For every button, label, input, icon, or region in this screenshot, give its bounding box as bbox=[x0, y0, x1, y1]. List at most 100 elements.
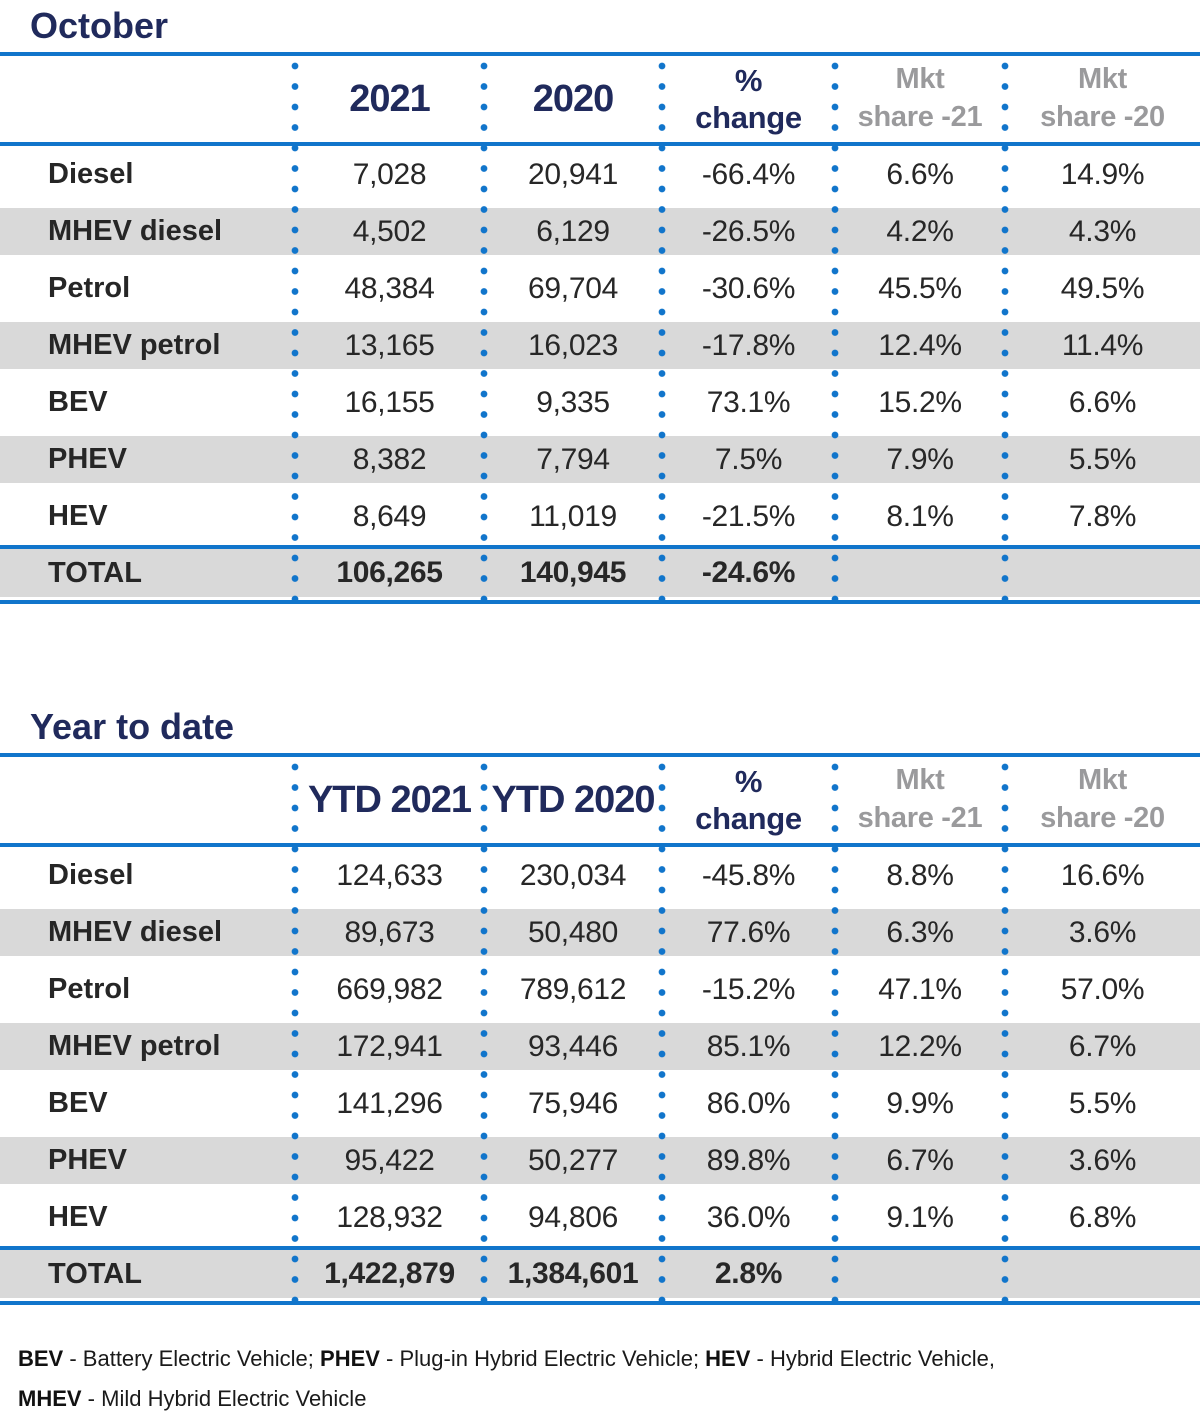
value-cell: 7.9% bbox=[886, 442, 954, 476]
column-header: YTD 2020 bbox=[491, 778, 655, 821]
total-value: 106,265 bbox=[336, 556, 443, 589]
row-label: Diesel bbox=[48, 859, 134, 891]
value-cell: 9.9% bbox=[886, 1086, 954, 1120]
column-header: YTD 2021 bbox=[307, 778, 472, 821]
value-cell: 230,034 bbox=[519, 858, 627, 892]
value-cell: 5.5% bbox=[1068, 442, 1137, 476]
row-label: MHEV petrol bbox=[48, 1030, 221, 1062]
table-row: BEV 141,296 75,946 86.0% 9.9% 5.5% bbox=[0, 1075, 1200, 1132]
value-cell: 7.5% bbox=[714, 442, 783, 476]
table-row: Petrol 669,982 789,612 -15.2% 47.1% 57.0% bbox=[0, 961, 1200, 1018]
total-value: 2.8% bbox=[714, 1257, 783, 1290]
value-cell: 89.8% bbox=[706, 1143, 791, 1177]
total-label: TOTAL bbox=[48, 556, 142, 589]
value-cell: 7,794 bbox=[536, 442, 610, 476]
value-cell: 7,028 bbox=[352, 157, 427, 191]
header-rule bbox=[0, 843, 1200, 847]
value-cell: 9.1% bbox=[886, 1200, 954, 1234]
value-cell: 12.2% bbox=[878, 1029, 962, 1063]
value-cell: -45.8% bbox=[701, 858, 796, 892]
table-title-ytd: Year to date bbox=[30, 706, 235, 747]
column-separator bbox=[291, 56, 299, 600]
value-cell: 8.8% bbox=[886, 858, 954, 892]
value-cell: 93,446 bbox=[528, 1029, 618, 1063]
value-cell: 89,673 bbox=[344, 915, 435, 949]
row-label: HEV bbox=[48, 1201, 108, 1233]
table-row: MHEV diesel 4,502 6,129 -26.5% 4.2% 4.3% bbox=[0, 203, 1200, 260]
total-value: 140,945 bbox=[519, 556, 627, 589]
value-cell: 13,165 bbox=[344, 328, 435, 362]
ytd-table: YTD 2021 YTD 2020 % change Mkt share -21 Mkt sh… bbox=[0, 753, 1200, 1305]
row-label: PHEV bbox=[48, 1144, 127, 1176]
value-cell: 6.7% bbox=[1068, 1029, 1137, 1063]
column-separator bbox=[1001, 757, 1009, 1301]
header-rule bbox=[0, 142, 1200, 146]
total-top-rule bbox=[0, 545, 1200, 549]
column-header: % change bbox=[695, 763, 802, 836]
value-cell: 16.6% bbox=[1060, 858, 1145, 892]
value-cell: 95,422 bbox=[344, 1143, 435, 1177]
value-cell: 50,277 bbox=[528, 1143, 618, 1177]
abbr-definition: - Plug-in Hybrid Electric Vehicle; bbox=[379, 1346, 706, 1371]
value-cell: 85.1% bbox=[706, 1029, 791, 1063]
abbr-term: MHEV bbox=[18, 1386, 82, 1412]
value-cell: 5.5% bbox=[1068, 1086, 1137, 1120]
table-title-october: October bbox=[30, 5, 169, 46]
table-body: Diesel 7,028 20,941 -66.4% 6.6% 14.9% MHEV die… bbox=[0, 146, 1200, 545]
column-separator bbox=[831, 56, 839, 600]
value-cell: 3.6% bbox=[1068, 1143, 1137, 1177]
abbr-term: HEV bbox=[705, 1346, 751, 1371]
value-cell: 4.3% bbox=[1068, 214, 1137, 248]
value-cell: 124,633 bbox=[336, 858, 443, 892]
header-row: YTD 2021 YTD 2020 % change Mkt share -21 Mkt sh… bbox=[0, 757, 1200, 843]
value-cell: 94,806 bbox=[528, 1200, 618, 1234]
row-label: MHEV diesel bbox=[48, 916, 223, 948]
value-cell: 48,384 bbox=[344, 271, 435, 305]
value-cell: 49.5% bbox=[1060, 271, 1145, 305]
column-header: Mkt share -20 bbox=[1040, 63, 1165, 133]
row-label: BEV bbox=[48, 1087, 108, 1119]
value-cell: 47.1% bbox=[878, 972, 962, 1006]
column-header: % change bbox=[695, 62, 802, 135]
table-row: MHEV petrol 172,941 93,446 85.1% 12.2% 6.7% bbox=[0, 1018, 1200, 1075]
abbr-definition: - Mild Hybrid Electric Vehicle bbox=[81, 1386, 367, 1412]
column-header: 2020 bbox=[532, 77, 615, 120]
column-separator bbox=[1001, 56, 1009, 600]
value-cell: 6.8% bbox=[1068, 1200, 1137, 1234]
table-row: PHEV 95,422 50,277 89.8% 6.7% 3.6% bbox=[0, 1132, 1200, 1189]
value-cell: 11.4% bbox=[1061, 328, 1144, 362]
value-cell: 669,982 bbox=[336, 972, 443, 1006]
value-cell: 8.1% bbox=[886, 499, 954, 533]
value-cell: 50,480 bbox=[528, 915, 618, 949]
abbr-term: PHEV bbox=[320, 1346, 380, 1371]
year-to-date-section: Year to date YTD 2021 YTD 2020 % change Mkt s… bbox=[0, 604, 1200, 1305]
value-cell: 16,023 bbox=[528, 328, 618, 362]
table-row: BEV 16,155 9,335 73.1% 15.2% 6.6% bbox=[0, 374, 1200, 431]
value-cell: 3.6% bbox=[1068, 915, 1137, 949]
value-cell: 4.2% bbox=[886, 214, 954, 248]
value-cell: -15.2% bbox=[701, 972, 796, 1006]
value-cell: 86.0% bbox=[706, 1086, 791, 1120]
row-label: Diesel bbox=[48, 158, 134, 190]
total-value: 1,384,601 bbox=[507, 1257, 639, 1290]
table-row: Diesel 124,633 230,034 -45.8% 8.8% 16.6% bbox=[0, 847, 1200, 904]
column-separator bbox=[480, 56, 488, 600]
table-row: Diesel 7,028 20,941 -66.4% 6.6% 14.9% bbox=[0, 146, 1200, 203]
value-cell: 789,612 bbox=[519, 972, 627, 1006]
abbr-definition: - Hybrid Electric Vehicle, bbox=[750, 1346, 995, 1371]
value-cell: 75,946 bbox=[528, 1086, 618, 1120]
header-row: 2021 2020 % change Mkt share -21 Mkt share -20 bbox=[0, 56, 1200, 142]
column-separator bbox=[291, 757, 299, 1301]
table-row: MHEV petrol 13,165 16,023 -17.8% 12.4% 11.4% bbox=[0, 317, 1200, 374]
value-cell: 8,649 bbox=[352, 499, 427, 533]
value-cell: 20,941 bbox=[528, 157, 618, 191]
table-row: MHEV diesel 89,673 50,480 77.6% 6.3% 3.6% bbox=[0, 904, 1200, 961]
abbr-term: BEV bbox=[18, 1346, 64, 1371]
value-cell: 45.5% bbox=[878, 271, 962, 305]
abbreviation-footnote: BEV - Battery Electric Vehicle; PHEV - P… bbox=[18, 1339, 1180, 1419]
october-section: October 2021 2020 % change Mkt share -21 Mkt sh… bbox=[0, 0, 1200, 604]
october-table: 2021 2020% change Mkt share -21 Mkt share -20 … bbox=[0, 52, 1200, 604]
top-rule bbox=[0, 52, 1200, 56]
column-header: 2021 bbox=[349, 77, 431, 120]
